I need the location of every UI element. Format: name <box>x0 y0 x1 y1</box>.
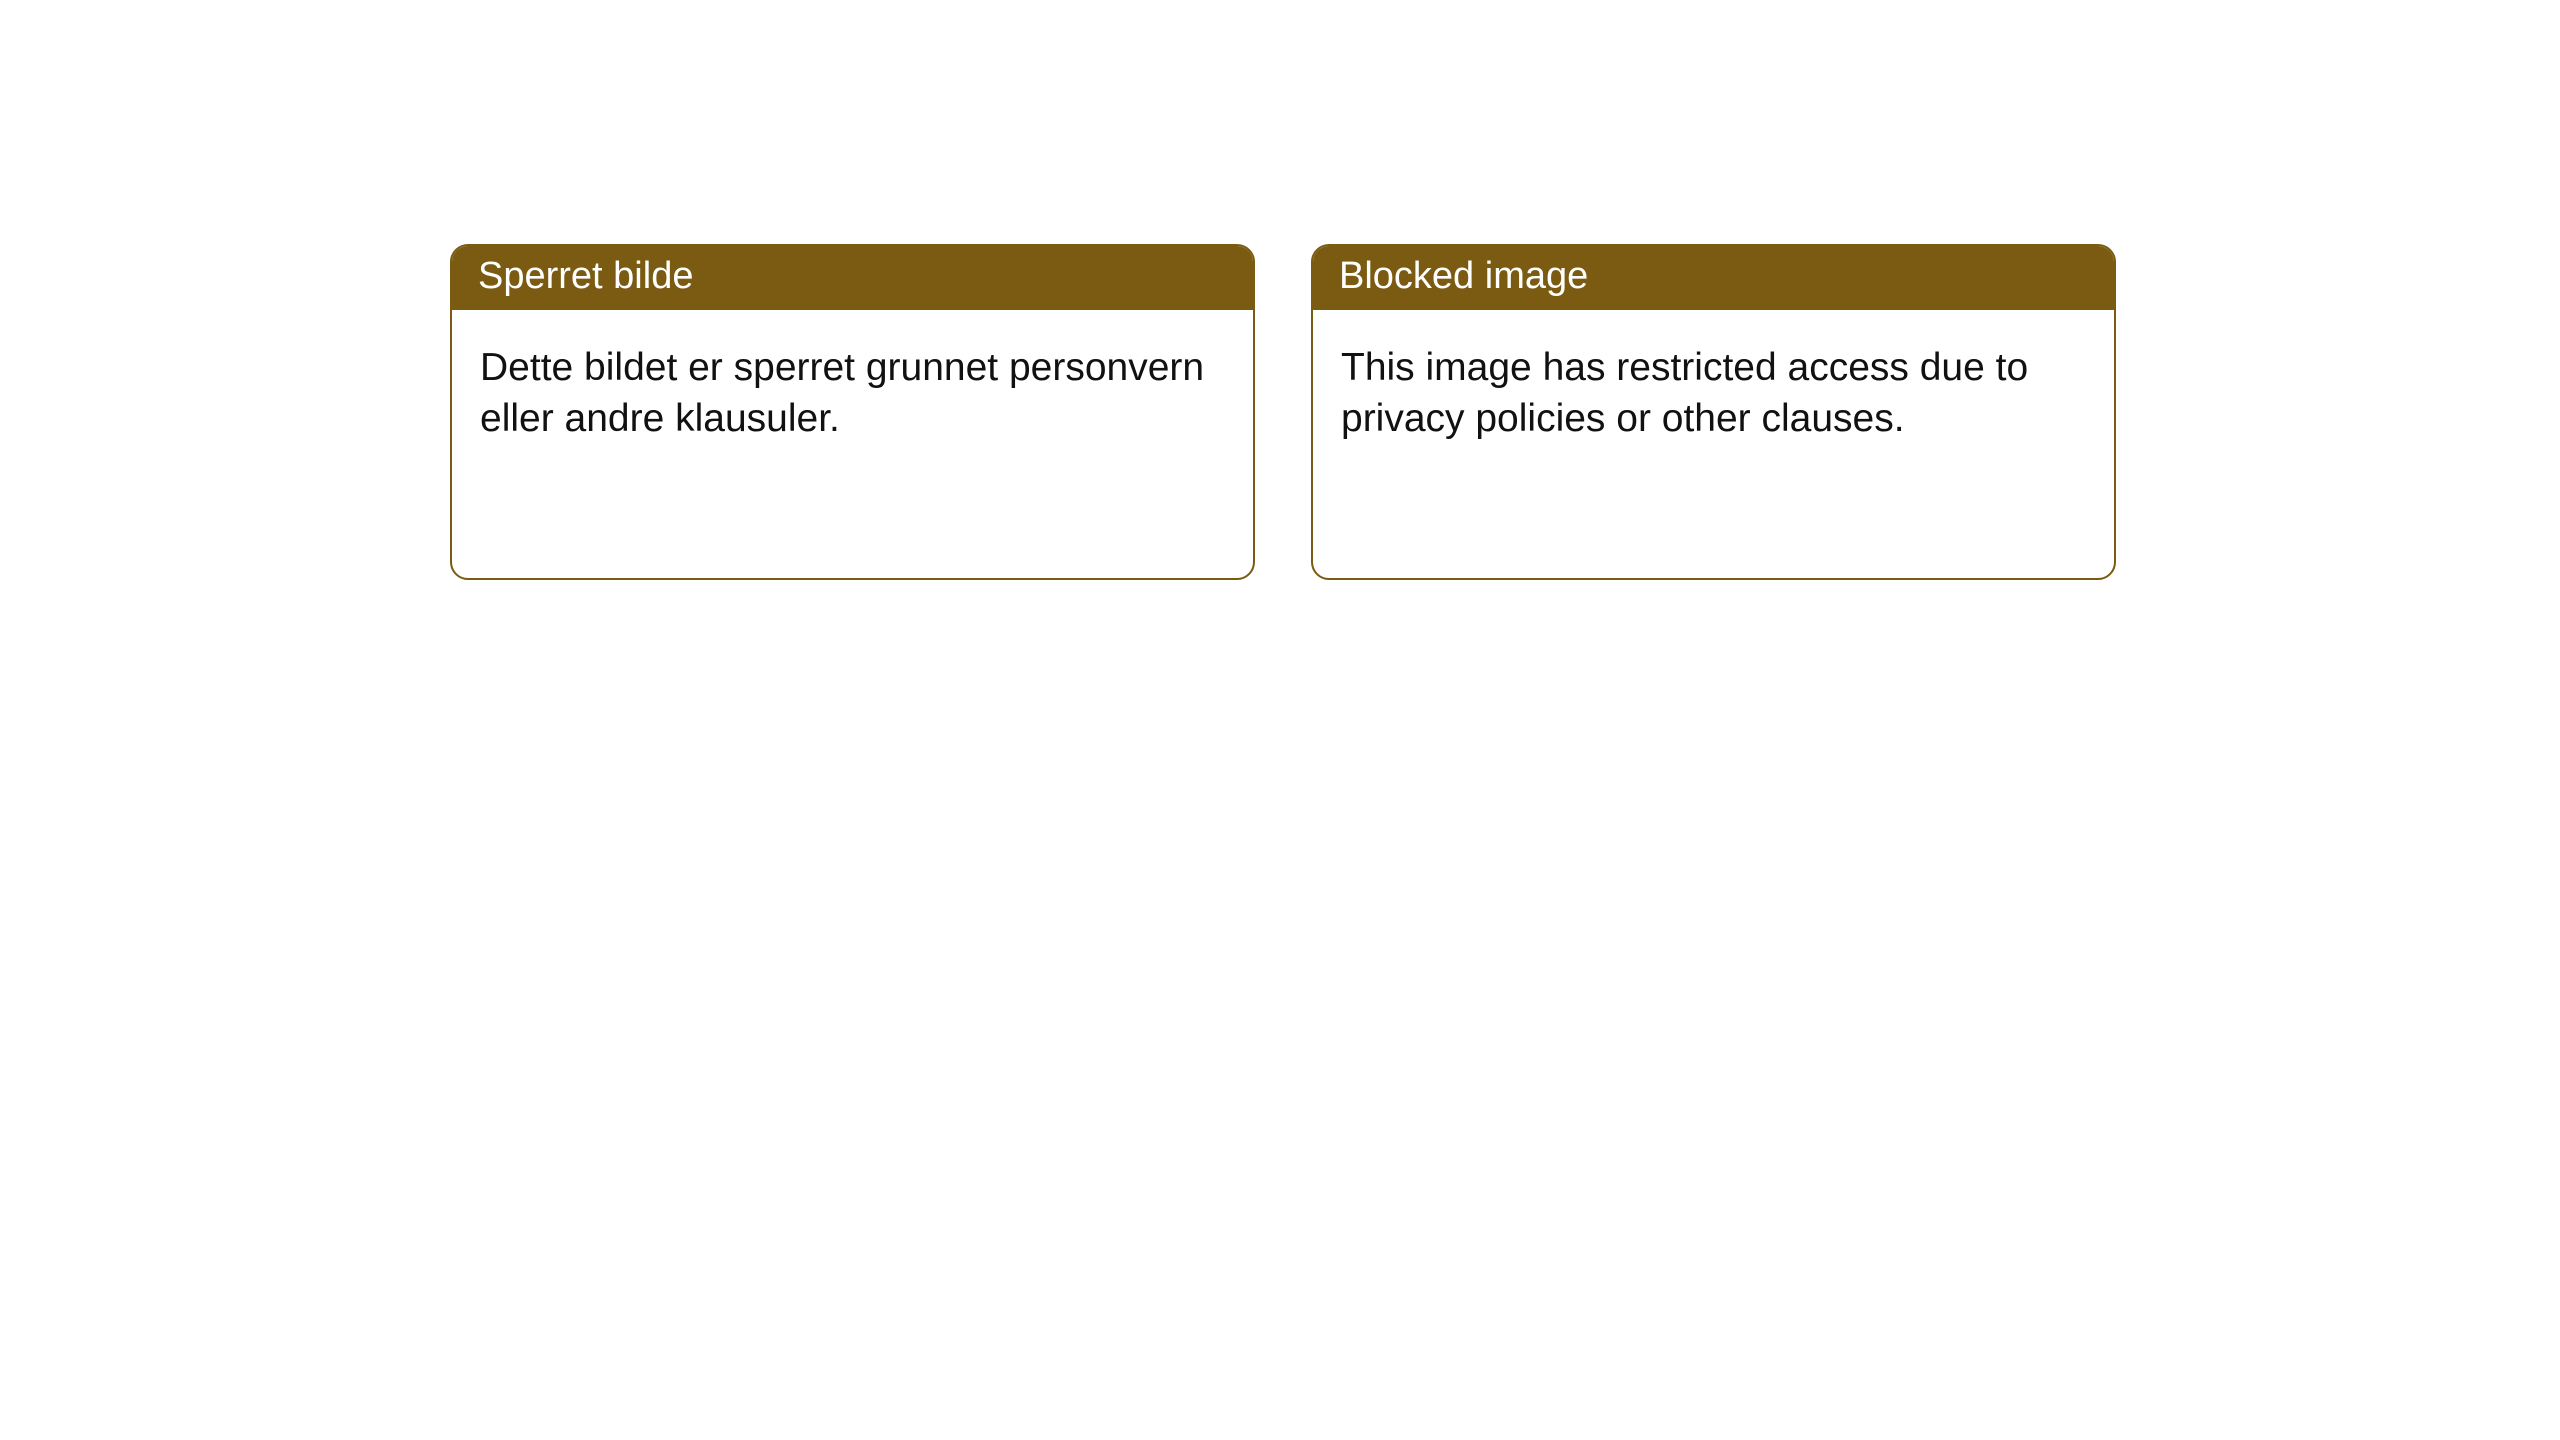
cards-container: Sperret bilde Dette bildet er sperret gr… <box>450 244 2116 580</box>
card-header-en: Blocked image <box>1313 246 2114 310</box>
card-no: Sperret bilde Dette bildet er sperret gr… <box>450 244 1255 580</box>
card-en: Blocked image This image has restricted … <box>1311 244 2116 580</box>
card-header-no: Sperret bilde <box>452 246 1253 310</box>
card-body-no: Dette bildet er sperret grunnet personve… <box>452 310 1253 477</box>
card-body-en: This image has restricted access due to … <box>1313 310 2114 477</box>
